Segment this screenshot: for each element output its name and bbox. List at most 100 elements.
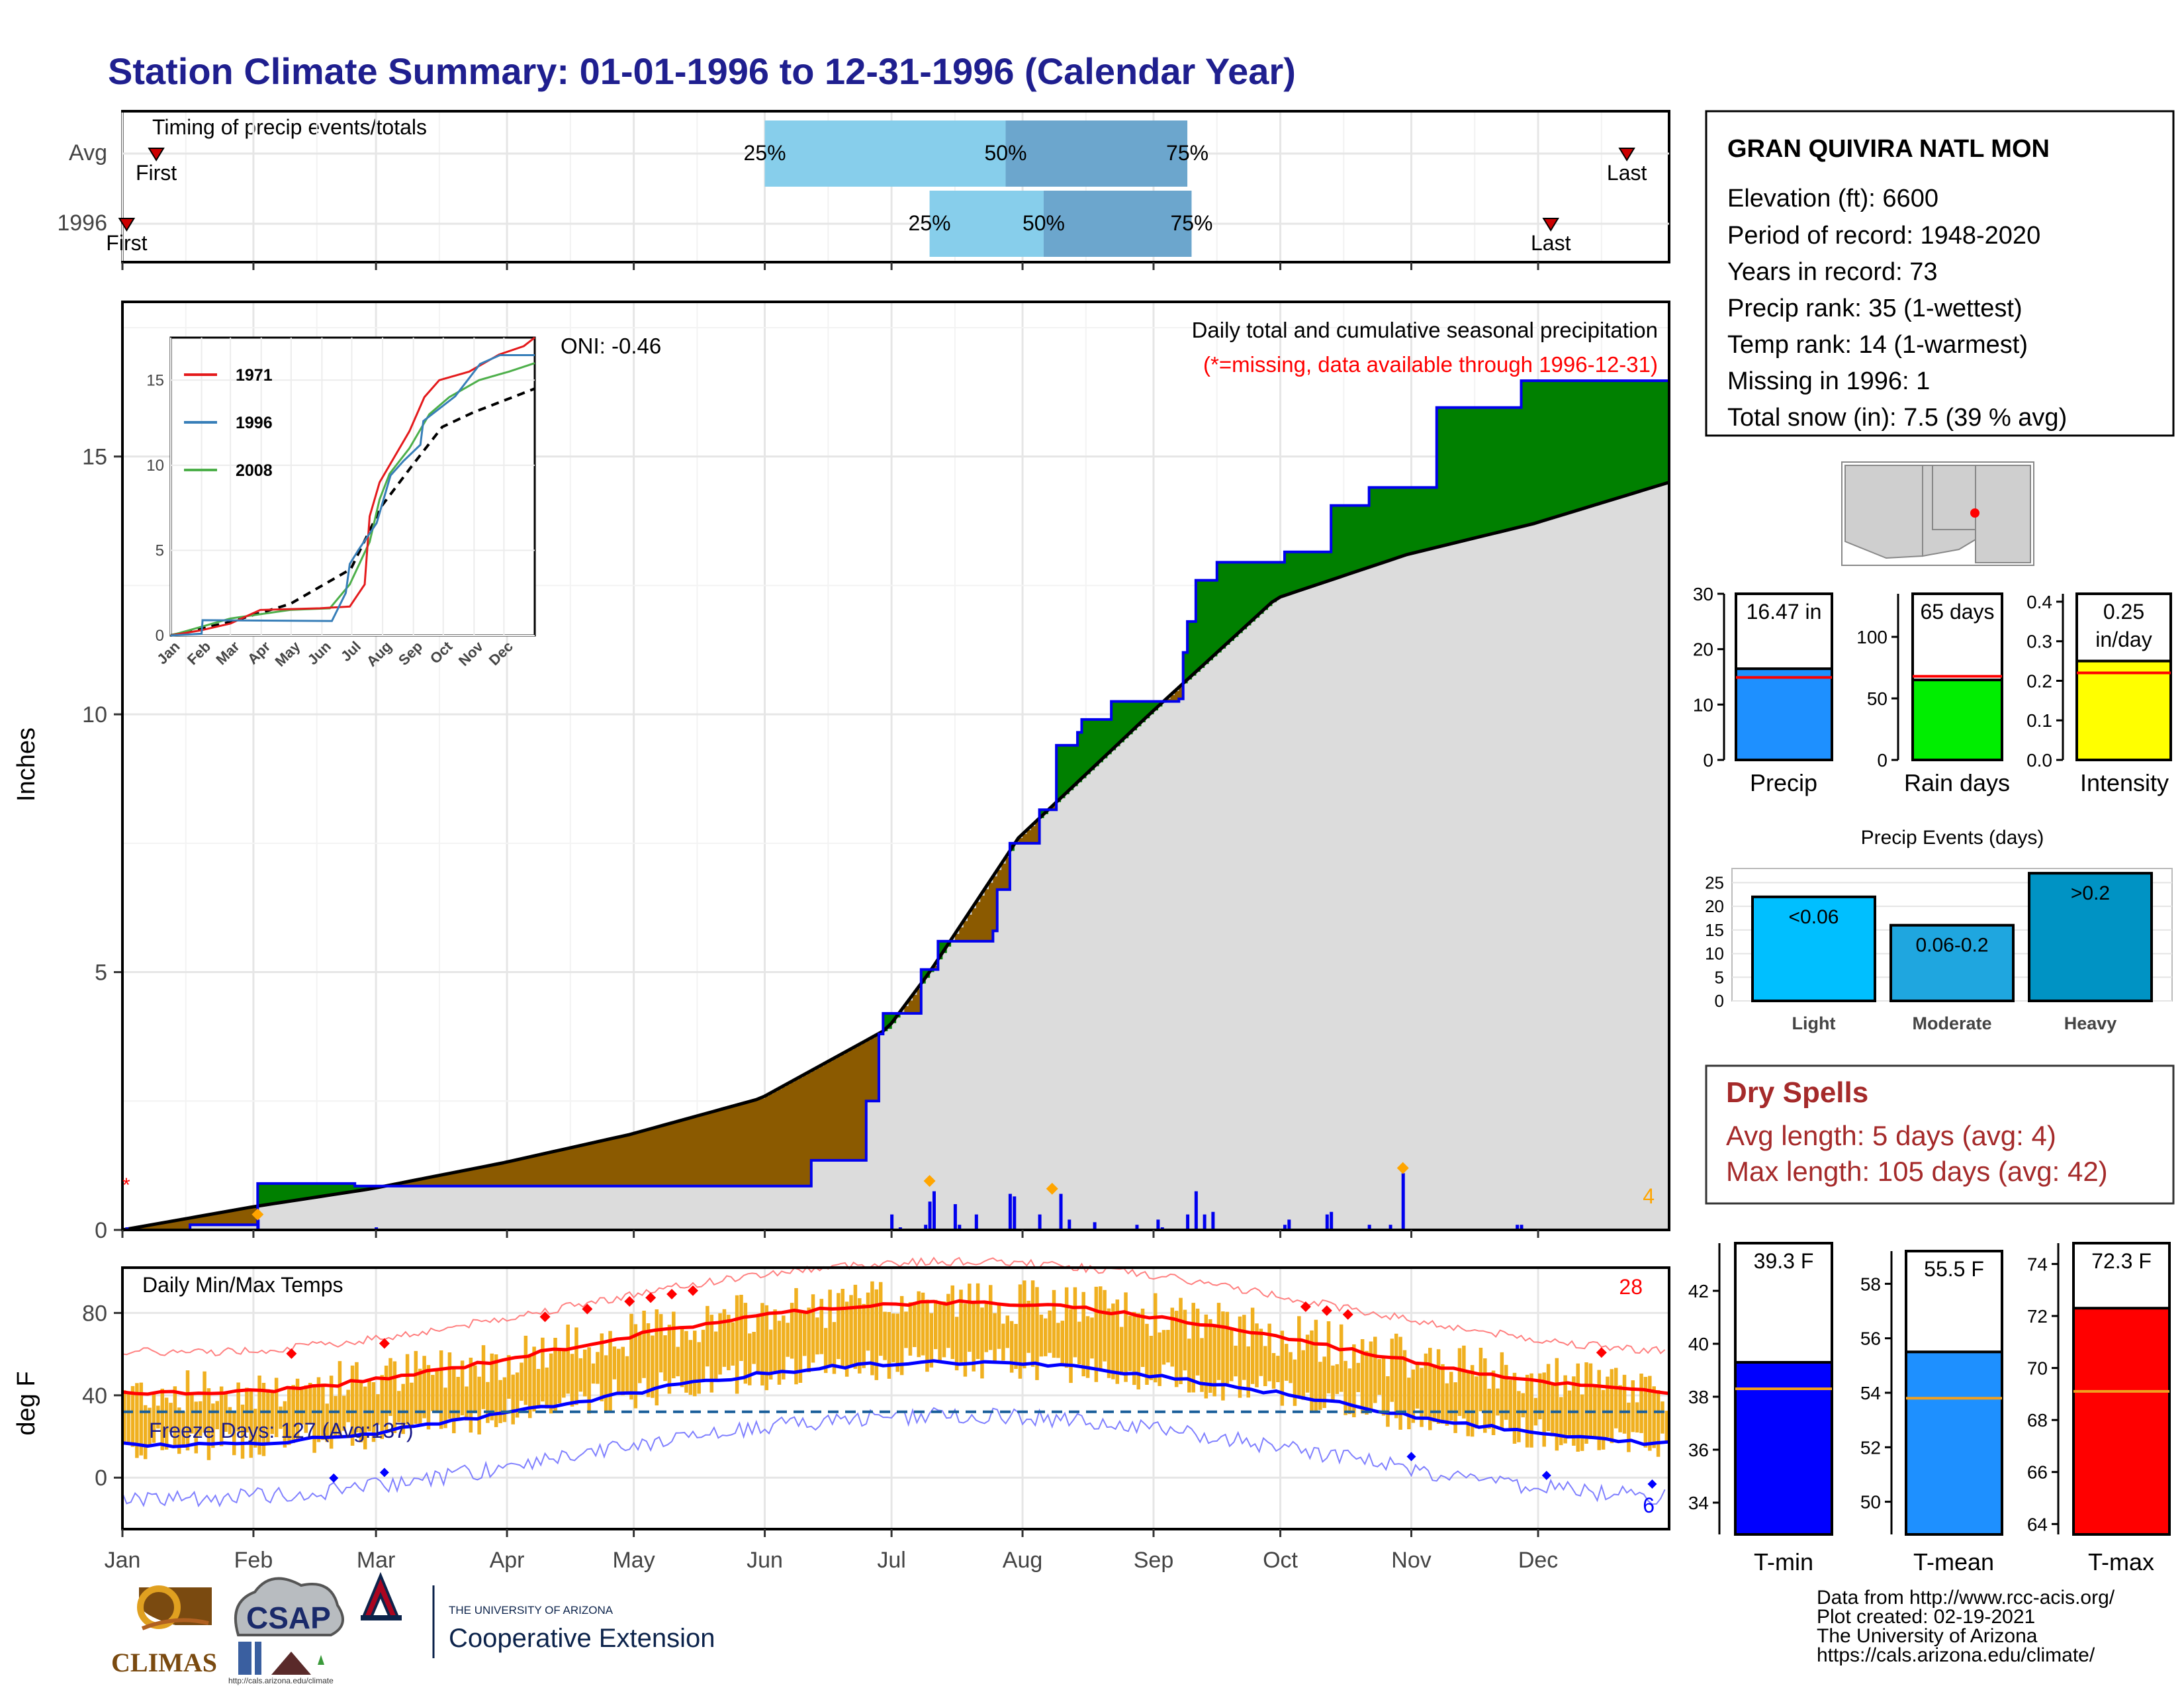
timing-label-q75: 75% [1170, 211, 1212, 235]
small-chart-xlabel: Rain days [1904, 769, 2010, 796]
small-chart-ytick-label: 30 [1693, 584, 1713, 604]
daily-precip-bar [1068, 1219, 1071, 1230]
timing-title: Timing of precip events/totals [152, 115, 427, 139]
small-chart-ytick-label: 56 [1860, 1329, 1881, 1349]
record-high-marker [582, 1303, 593, 1315]
climas-logo-text: CLIMAS [111, 1648, 217, 1677]
daily-precip-bar [1516, 1225, 1520, 1230]
temp-panel: 0 40 80 Daily Min/Max Temps Freeze Days: 1… [13, 1256, 1670, 1530]
station-line: Period of record: 1948-2020 [1727, 222, 2040, 250]
timing-row-avg: Avg [69, 140, 107, 165]
small-chart-ytick-label: 0 [1703, 750, 1713, 771]
temp-ylabel: deg F [13, 1371, 40, 1435]
events-title: Precip Events (days) [1861, 827, 2044, 849]
timing-label-q50: 50% [984, 141, 1026, 165]
small-chart-bar [2075, 659, 2172, 761]
small-chart-value-label: 72.3 F [2091, 1249, 2152, 1273]
small-chart-value-label: 39.3 F [1754, 1249, 1814, 1273]
small-chart-ytick-label: 20 [1693, 639, 1713, 660]
station-name: GRAN QUIVIRA NATL MON [1727, 135, 2050, 163]
events-bar-label: <0.06 [1789, 906, 1839, 928]
temp-frame [121, 1266, 1670, 1530]
record-high-marker [1300, 1301, 1311, 1313]
month-label: Oct [1263, 1548, 1298, 1573]
small-chart-ytick-label: 52 [1860, 1437, 1881, 1458]
events-category-label: Heavy [2064, 1013, 2117, 1033]
timing-bar-q50-q75 [1043, 191, 1192, 257]
station-location-dot [1970, 508, 1979, 518]
avg-cumulative-area [122, 482, 1669, 1230]
station-info-box: GRAN QUIVIRA NATL MON Elevation (ft): 66… [1705, 110, 2175, 437]
record-high-line [122, 1256, 1666, 1357]
small-chart-ytick-label: 64 [2027, 1514, 2048, 1534]
temp-ytick-label: 80 [82, 1301, 107, 1326]
month-label: Dec [1518, 1548, 1558, 1573]
oni-label: ONI: -0.46 [561, 334, 661, 358]
small-chart-ytick-label: 74 [2027, 1254, 2048, 1274]
station-line: Elevation (ft): 6600 [1727, 185, 1938, 212]
timing-label-q50: 50% [1023, 211, 1065, 235]
daily-precip-bar [1287, 1219, 1291, 1230]
record-low-line [122, 1407, 1666, 1508]
precip-ytick-label: 5 [95, 961, 107, 986]
daily-precip-bar [1203, 1214, 1206, 1230]
small-chart-xlabel: T-mean [1913, 1548, 1994, 1575]
timing-label-first: First [136, 161, 177, 185]
events-category-label: Light [1792, 1013, 1836, 1033]
footer-text: Data from http://www.rcc-acis.org/ Plot … [1817, 1587, 2115, 1666]
timing-marker-first [118, 218, 136, 232]
daily-precip-bar [1330, 1211, 1334, 1230]
timing-label-q75: 75% [1166, 141, 1208, 165]
month-label: Mar [357, 1548, 396, 1573]
daily-precip-bar [1388, 1225, 1392, 1230]
missing-marker: * [122, 1174, 130, 1196]
daily-precip-bar [1367, 1225, 1371, 1230]
events-ytick-label: 10 [1705, 944, 1724, 964]
small-chart-ytick-label: 0.2 [2026, 671, 2052, 691]
dry-spells-title: Dry Spells [1726, 1076, 1868, 1109]
record-low-marker [1541, 1470, 1551, 1480]
daily-precip-bar [1008, 1194, 1012, 1230]
record-high-marker [1596, 1347, 1607, 1358]
daily-precip-bar [1156, 1219, 1160, 1230]
daily-precip-bar [1520, 1225, 1524, 1230]
footer-line: https://cals.arizona.edu/climate/ [1817, 1644, 2095, 1666]
month-label: Aug [1003, 1548, 1043, 1573]
precip-ylabel: Inches [13, 727, 40, 802]
small-chart-xlabel: Intensity [2080, 769, 2169, 796]
dry-spells-max: Max length: 105 days (avg: 42) [1726, 1156, 2108, 1187]
small-chart-xlabel: T-max [2088, 1548, 2154, 1575]
month-label: Apr [490, 1548, 525, 1573]
small-chart-ytick-label: 42 [1688, 1281, 1709, 1301]
inset-ytick-label: 10 [146, 457, 164, 475]
small-chart-xlabel: Precip [1750, 769, 1817, 796]
inset-legend-label: 2008 [236, 461, 273, 480]
precip-title: Daily total and cumulative seasonal prec… [1192, 318, 1658, 342]
small-chart-ytick-label: 50 [1860, 1492, 1881, 1513]
csap-logo: CSAP http://cals.arizona.edu/climate [228, 1577, 344, 1685]
record-high-marker [688, 1285, 699, 1296]
ua-small-text: THE UNIVERSITY OF ARIZONA [449, 1604, 614, 1617]
temp-count-low: 6 [1643, 1493, 1655, 1517]
daily-precip-bar [1211, 1211, 1215, 1230]
station-line: Years in record: 73 [1727, 258, 1938, 286]
events-bar [2028, 872, 2153, 1002]
daily-precip-bar [1135, 1225, 1139, 1230]
small-chart-ytick-label: 66 [2027, 1462, 2048, 1483]
inset-legend-label: 1971 [236, 366, 273, 385]
small-chart-bar [1734, 1361, 1833, 1536]
small-chart-ytick-label: 0.3 [2026, 632, 2052, 652]
month-label: Sep [1134, 1548, 1174, 1573]
timing-label-q25: 25% [744, 141, 786, 165]
record-high-marker [539, 1311, 551, 1323]
precip-panel: 0 5 10 15 Daily total and cumulative season… [13, 301, 1670, 1243]
footer-line: Plot created: 02-19-2021 [1817, 1606, 2035, 1628]
small-chart-ytick-label: 68 [2027, 1410, 2048, 1430]
above-average-fill [257, 381, 1670, 1206]
daily-precip-bar [1401, 1173, 1405, 1230]
record-high-marker [1342, 1309, 1353, 1320]
inset-ytick-label: 5 [156, 541, 164, 559]
daily-precip-bar [928, 1201, 932, 1230]
footer-line: Data from http://www.rcc-acis.org/ [1817, 1587, 2115, 1609]
